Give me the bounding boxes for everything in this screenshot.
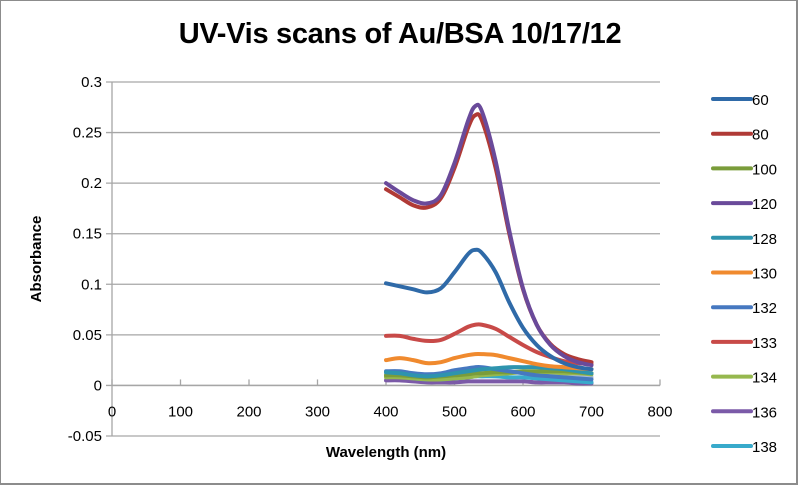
legend-label: 80: [752, 127, 769, 144]
legend-item: 100: [711, 161, 777, 178]
x-tick-label: 200: [236, 403, 261, 420]
x-tick-label: 100: [168, 403, 193, 420]
x-tick-label: 800: [647, 403, 672, 420]
series-line-120: [384, 102, 594, 368]
y-tick-label: 0.3: [81, 74, 102, 91]
legend-label: 138: [752, 439, 777, 456]
data-series: [384, 102, 594, 386]
legend-item: 120: [711, 196, 777, 213]
legend-item: 60: [711, 92, 769, 109]
y-tick-label: 0.1: [81, 276, 102, 293]
x-tick-label: 500: [442, 403, 467, 420]
legend-item: 128: [711, 231, 777, 248]
x-axis-title: Wavelength (nm): [326, 444, 446, 461]
axes: 0.3 0.25 0.2 0.15 0.1 0.05 0 -0.05 0 100 200 300 400…: [68, 74, 673, 445]
legend-label: 132: [752, 300, 777, 317]
series-line-130: [384, 351, 594, 372]
x-tick-label: 600: [510, 403, 535, 420]
legend-label: 134: [752, 370, 777, 387]
legend-label: 128: [752, 231, 777, 248]
legend-label: 60: [752, 92, 769, 109]
x-tick-label: 0: [108, 403, 116, 420]
x-tick-label: 400: [373, 403, 398, 420]
series-line-60: [384, 247, 594, 372]
legend-label: 100: [752, 161, 777, 178]
legend-label: 130: [752, 266, 777, 283]
y-tick-label: 0.15: [73, 226, 102, 243]
legend-item: 138: [711, 439, 777, 456]
legend: 60 80 100 120 128 130 132 133 134 136 138: [711, 92, 777, 456]
y-axis-title: Absorbance: [28, 216, 45, 303]
y-tick-label: 0.05: [73, 327, 102, 344]
legend-item: 132: [711, 300, 777, 317]
legend-item: 136: [711, 404, 777, 421]
series-line-136: [384, 378, 594, 386]
chart-title: UV-Vis scans of Au/BSA 10/17/12: [178, 18, 622, 50]
legend-item: 130: [711, 266, 777, 283]
x-tick-label: 700: [579, 403, 604, 420]
x-tick-label: 300: [305, 403, 330, 420]
legend-label: 136: [752, 404, 777, 421]
series-line-132: [384, 365, 594, 382]
y-tick-label: -0.05: [68, 428, 102, 445]
y-tick-label: 0: [94, 377, 102, 394]
y-tick-label: 0.25: [73, 125, 102, 142]
y-tick-label: 0.2: [81, 175, 102, 192]
legend-item: 134: [711, 370, 777, 387]
legend-item: 80: [711, 127, 769, 144]
legend-item: 133: [711, 335, 777, 352]
series-line-133: [384, 322, 594, 367]
legend-label: 120: [752, 196, 777, 213]
legend-label: 133: [752, 335, 777, 352]
